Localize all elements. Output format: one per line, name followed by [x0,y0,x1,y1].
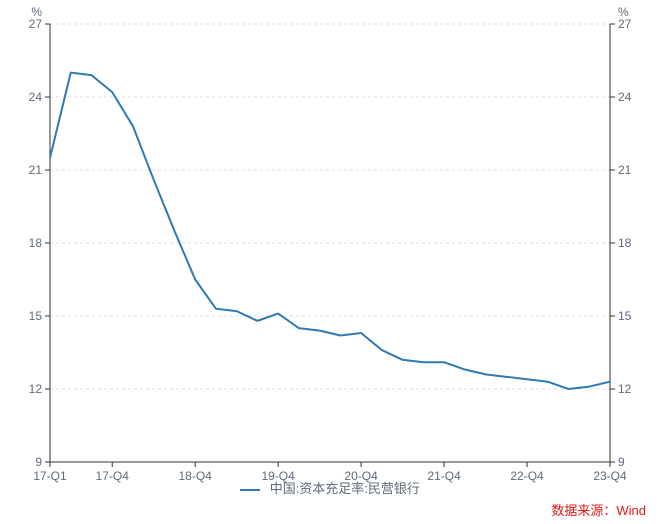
svg-text:24: 24 [618,90,632,104]
svg-text:12: 12 [618,382,632,396]
svg-text:%: % [31,5,42,19]
svg-text:27: 27 [618,17,632,31]
chart-legend: 中国:资本充足率:民营银行 [0,478,660,497]
svg-text:12: 12 [29,382,43,396]
svg-text:24: 24 [29,90,43,104]
svg-text:18: 18 [618,236,632,250]
data-source-value: Wind [616,503,646,518]
legend-swatch [240,489,260,491]
line-chart: 99121215151818212124242727%%17-Q117-Q418… [0,0,660,524]
svg-text:18: 18 [29,236,43,250]
legend-series-label: 中国:资本充足率:民营银行 [270,481,420,496]
svg-text:21: 21 [618,163,632,177]
svg-text:21: 21 [29,163,43,177]
svg-text:27: 27 [29,17,43,31]
data-source-label: 数据来源： [551,503,616,518]
svg-text:15: 15 [618,309,632,323]
data-source: 数据来源：Wind [551,500,646,519]
svg-text:15: 15 [29,309,43,323]
svg-text:9: 9 [35,455,42,469]
svg-text:%: % [618,5,629,19]
svg-text:9: 9 [618,455,625,469]
